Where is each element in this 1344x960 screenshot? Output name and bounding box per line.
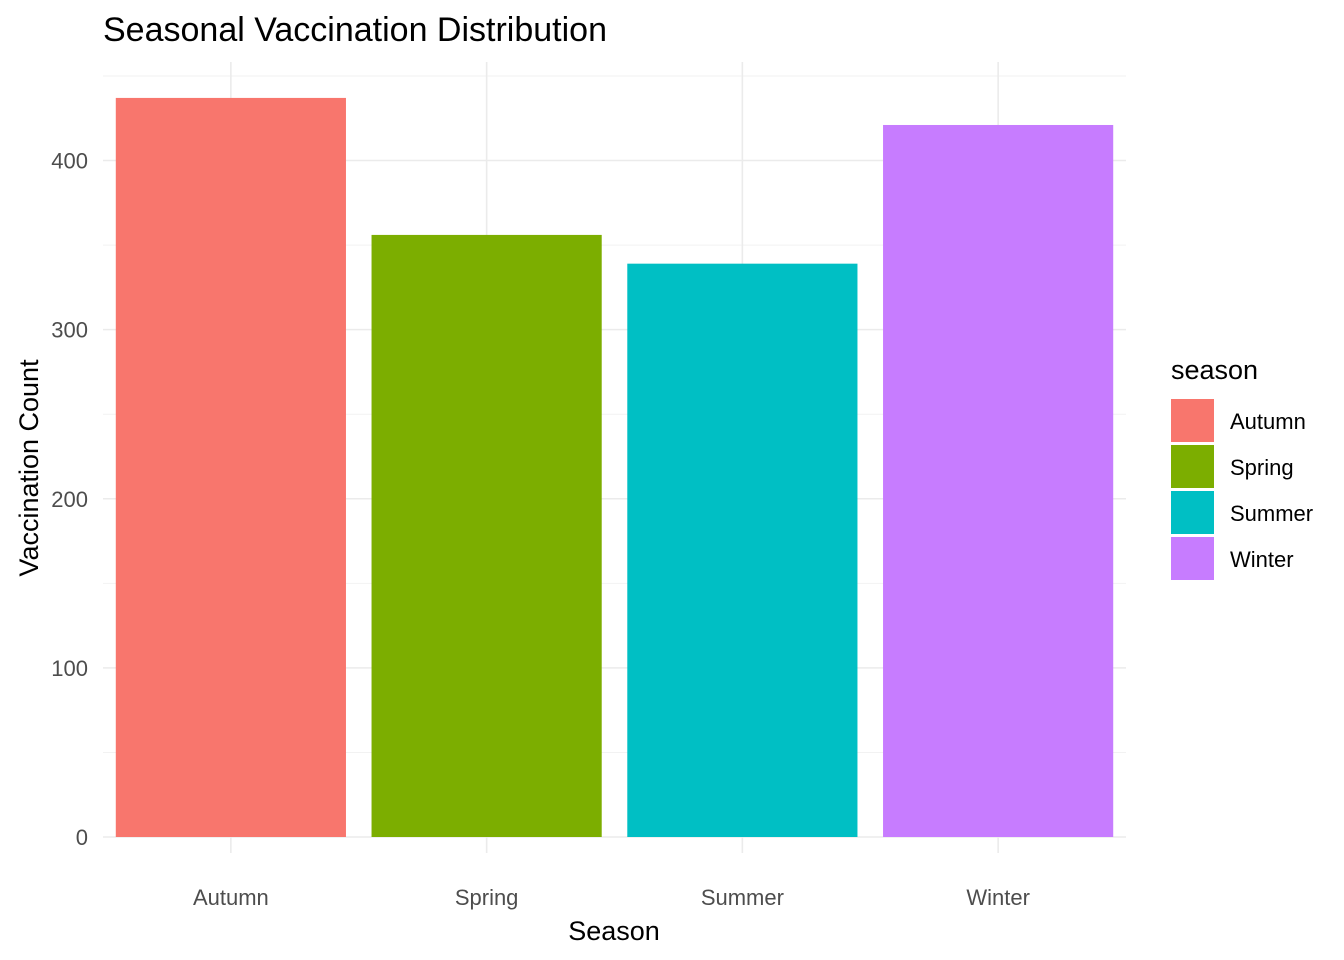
legend-label: Spring bbox=[1230, 455, 1294, 480]
legend-label: Autumn bbox=[1230, 409, 1306, 434]
x-tick-label: Summer bbox=[701, 885, 784, 910]
y-tick-label: 0 bbox=[76, 825, 88, 850]
y-tick-label: 200 bbox=[51, 487, 88, 512]
legend-title: season bbox=[1171, 355, 1258, 385]
y-tick-label: 400 bbox=[51, 149, 88, 174]
legend-swatch bbox=[1171, 491, 1214, 534]
bar-winter bbox=[883, 124, 1114, 837]
legend-swatch bbox=[1171, 445, 1214, 488]
x-axis-ticks: Autumn Spring Summer Winter bbox=[193, 885, 1030, 910]
x-tick-label: Spring bbox=[455, 885, 519, 910]
x-tick-label: Autumn bbox=[193, 885, 269, 910]
x-axis-title: Season bbox=[568, 916, 660, 946]
legend-label: Summer bbox=[1230, 501, 1313, 526]
legend: season Autumn Spring Summer Winter bbox=[1171, 355, 1313, 580]
y-axis-ticks: 0 100 200 300 400 bbox=[51, 149, 88, 851]
legend-swatch bbox=[1171, 399, 1214, 442]
legend-swatch bbox=[1171, 537, 1214, 580]
y-tick-label: 300 bbox=[51, 318, 88, 343]
bar-autumn bbox=[115, 97, 346, 837]
y-axis-title: Vaccination Count bbox=[14, 359, 44, 577]
legend-label: Winter bbox=[1230, 547, 1294, 572]
y-tick-label: 100 bbox=[51, 656, 88, 681]
x-tick-label: Winter bbox=[966, 885, 1030, 910]
bar-summer bbox=[627, 263, 858, 837]
bar-spring bbox=[371, 234, 602, 838]
bars bbox=[115, 97, 1114, 838]
chart-title: Seasonal Vaccination Distribution bbox=[103, 11, 607, 49]
